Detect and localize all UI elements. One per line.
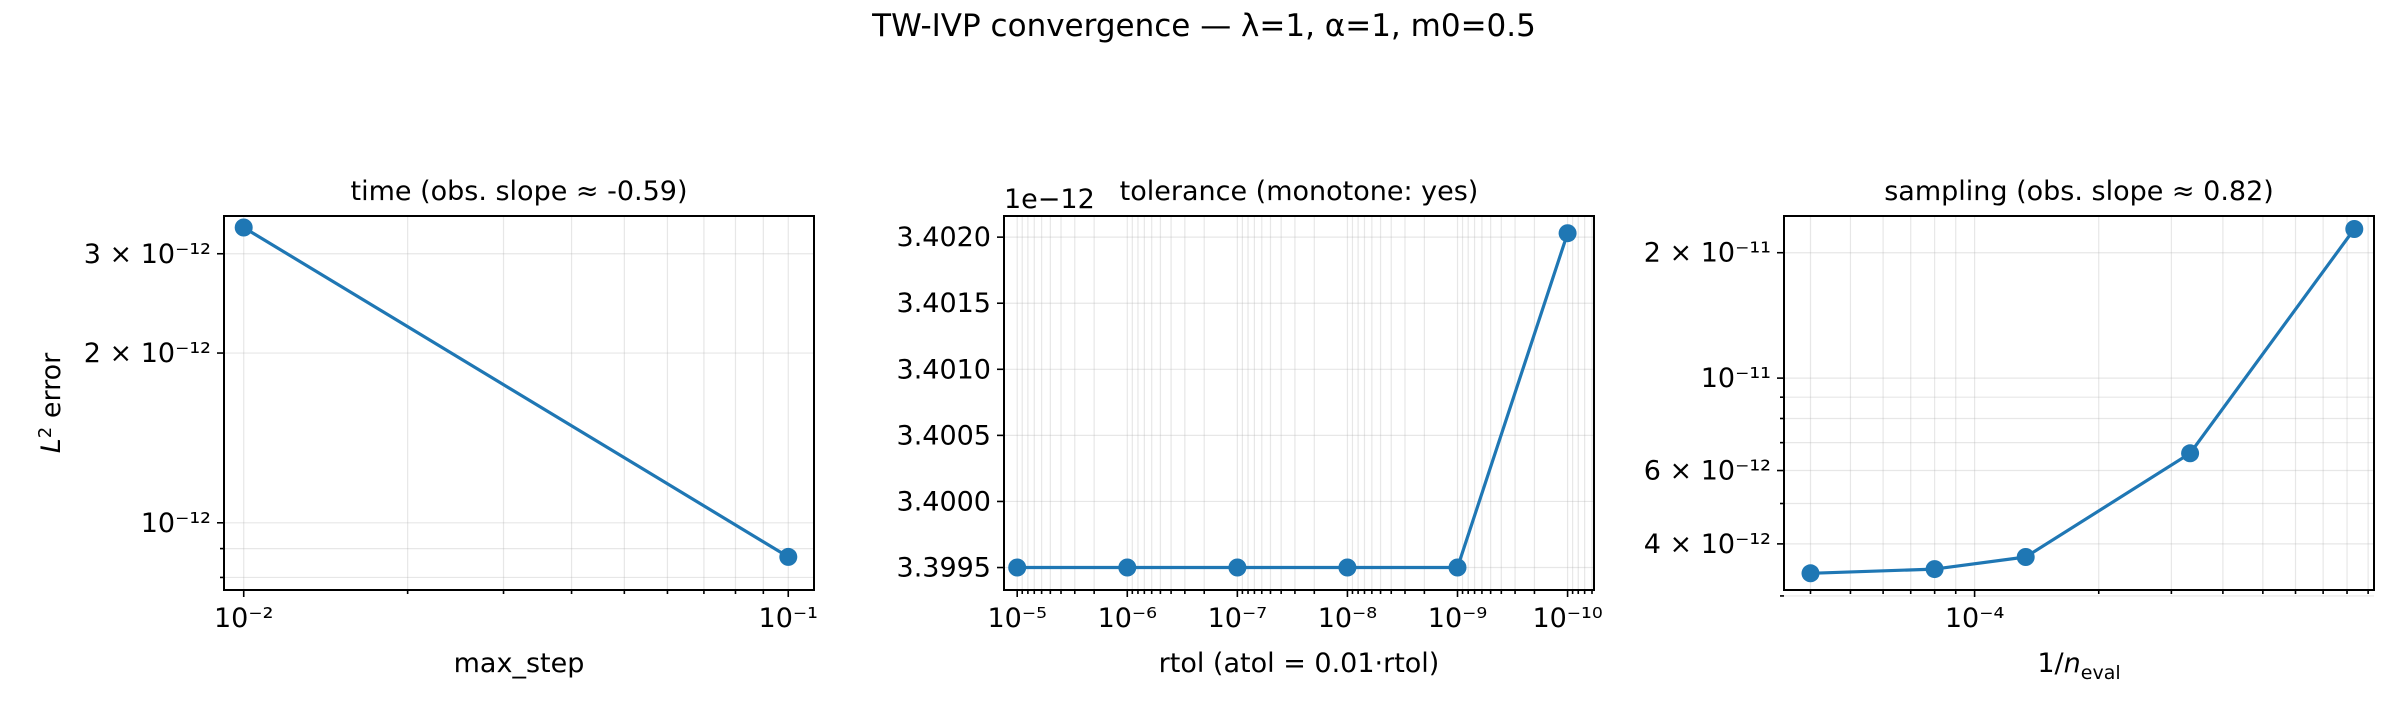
y-tick-label: 3.4010 [897, 354, 991, 385]
x-tick-label: 10⁻⁷ [1208, 603, 1267, 634]
panel-time-title: time (obs. slope ≈ -0.59) [350, 176, 687, 207]
y-tick-label: 4 × 10⁻¹² [1644, 529, 1771, 560]
panel-sampling-grid [1784, 216, 2374, 597]
figure-title: TW-IVP convergence — λ=1, α=1, m0=0.5 [871, 8, 1536, 44]
data-point [2016, 548, 2035, 566]
panel-tolerance-offset-label: 1e−12 [1004, 184, 1095, 215]
data-point [1558, 224, 1577, 243]
data-point [1448, 558, 1467, 577]
y-tick-label: 3.4015 [897, 288, 991, 319]
panel-tolerance-series [1008, 224, 1577, 577]
y-tick-label: 3.3995 [897, 553, 991, 584]
x-tick-label: 10⁻⁵ [987, 603, 1046, 634]
x-tick-label: 10⁻¹ [759, 603, 818, 634]
panel-time-xlabel: max_step [454, 648, 585, 679]
data-point [2181, 444, 2200, 463]
x-tick-label: 10⁻⁹ [1428, 603, 1487, 634]
data-point [1008, 558, 1027, 577]
panel-sampling-xlabel: 1/neval [2037, 648, 2120, 684]
data-point [1118, 558, 1137, 577]
panel-sampling-ticks: 10⁻⁴ 2 × 10⁻¹¹ 10⁻¹¹ 6 × 10⁻¹² 4 × 10⁻¹² [1644, 238, 2369, 634]
panel-tolerance: 10⁻⁵ 10⁻⁶ 10⁻⁷ 10⁻⁸ 10⁻⁹ 10⁻¹⁰ 3.3995 3.4000 3.4… [897, 176, 1603, 679]
x-tick-label: 10⁻¹⁰ [1532, 603, 1602, 634]
y-tick-label: 6 × 10⁻¹² [1644, 456, 1771, 487]
data-point [2345, 220, 2364, 238]
data-point [1925, 560, 1944, 579]
y-tick-label: 10⁻¹² [141, 508, 211, 539]
y-tick-label: 3 × 10⁻¹² [84, 239, 211, 270]
x-tick-label: 10⁻⁴ [1945, 603, 2004, 634]
panel-tolerance-title: tolerance (monotone: yes) [1120, 176, 1479, 207]
panel-sampling-frame [1783, 215, 2375, 591]
data-point [1338, 558, 1357, 577]
series-line [1017, 232, 1570, 570]
data-point [779, 547, 798, 566]
panel-tolerance-xlabel: rtol (atol = 0.01·rtol) [1159, 648, 1440, 679]
x-tick-label: 10⁻⁶ [1098, 603, 1157, 634]
x-tick-label: 10⁻⁸ [1318, 603, 1377, 634]
y-tick-label: 3.4000 [897, 486, 991, 517]
data-point [234, 218, 253, 237]
y-tick-label: 3.4020 [897, 222, 991, 253]
series-line [1810, 228, 2356, 575]
panel-sampling-title: sampling (obs. slope ≈ 0.82) [1884, 176, 2274, 207]
panel-sampling: 10⁻⁴ 2 × 10⁻¹¹ 10⁻¹¹ 6 × 10⁻¹² 4 × 10⁻¹² sam… [1644, 176, 2375, 684]
data-point [1228, 558, 1247, 577]
panel-tolerance-frame [1003, 215, 1595, 591]
series-line [242, 226, 790, 559]
panel-time-grid [224, 216, 814, 590]
panel-time: 10⁻² 10⁻¹ 3 × 10⁻¹² 2 × 10⁻¹² 10⁻¹² time (ob… [35, 176, 818, 679]
panel-sampling-series [1801, 220, 2364, 583]
y-tick-label: 2 × 10⁻¹² [84, 338, 211, 369]
x-tick-label: 10⁻² [214, 603, 273, 634]
y-tick-label: 2 × 10⁻¹¹ [1644, 238, 1771, 269]
panel-time-series [234, 218, 798, 566]
y-tick-label: 10⁻¹¹ [1701, 363, 1771, 394]
panel-time-ylabel: L2 error [35, 352, 67, 453]
panel-tolerance-grid [1004, 216, 1594, 590]
data-point [1801, 564, 1820, 583]
panel-time-frame [223, 215, 815, 591]
y-tick-label: 3.4005 [897, 420, 991, 451]
panel-time-ticks: 10⁻² 10⁻¹ 3 × 10⁻¹² 2 × 10⁻¹² 10⁻¹² [84, 239, 818, 634]
panel-tolerance-ticks: 10⁻⁵ 10⁻⁶ 10⁻⁷ 10⁻⁸ 10⁻⁹ 10⁻¹⁰ 3.3995 3.4000 3.4… [897, 222, 1603, 634]
